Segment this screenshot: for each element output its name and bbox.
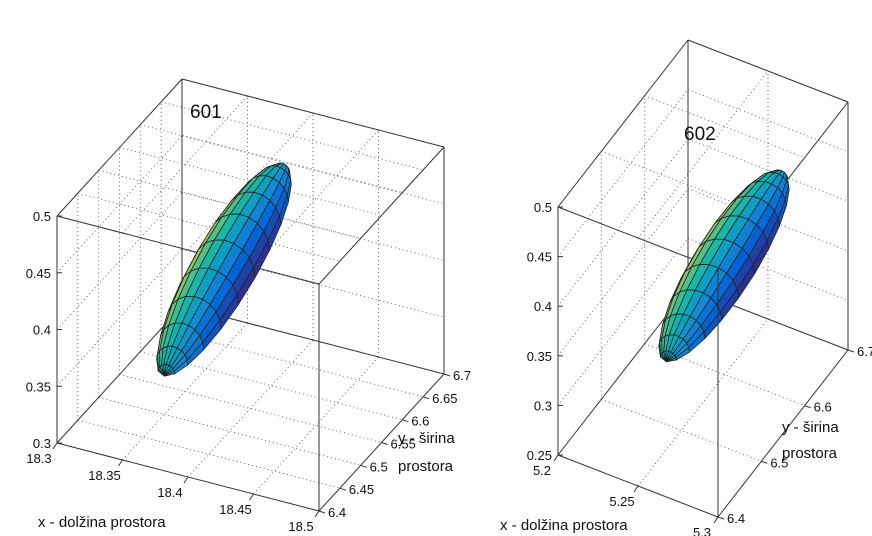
tick-labels: 18.318.3518.418.4518.56.46.456.56.556.66…	[26, 209, 471, 534]
y-tick-mark	[423, 396, 430, 400]
axes-box	[56, 78, 445, 444]
z-tick-label: 0.3	[33, 436, 51, 451]
y-axis-label-line2: prostora	[398, 458, 454, 475]
plot-title: 601	[190, 102, 222, 123]
box-edge	[181, 78, 445, 148]
grid-line	[98, 396, 361, 466]
grid-line	[557, 89, 689, 257]
y-tick-mark	[847, 349, 855, 353]
z-tick-label: 0.35	[527, 349, 552, 364]
grid-line	[557, 138, 689, 307]
y-tick-mark	[761, 460, 768, 464]
ellipsoid-surface	[156, 162, 292, 377]
x-tick-mark	[52, 442, 58, 450]
x-tick-label: 18.45	[219, 502, 252, 517]
z-tick-label: 0.5	[534, 200, 552, 215]
x-tick-label: 18.35	[88, 468, 121, 483]
plot-602: 5.2 5.25 5.3 6.4 6.5 6.6 6.7 0.25 0.3 0.35 0.4 0.45…	[500, 39, 872, 536]
y-tick-label: 6.7	[453, 368, 471, 383]
y-axis-label-line1: y - širina	[398, 430, 455, 447]
y-tick-label: 6.5	[770, 455, 788, 470]
z-tick-label: 0.3	[534, 398, 552, 413]
x-axis-label: x - dolžina prostora	[38, 514, 166, 531]
box-edge	[56, 215, 320, 285]
z-tick-label: 0.45	[527, 250, 552, 265]
y-tick-mark	[717, 516, 725, 520]
y-tick-label: 6.45	[349, 482, 374, 497]
x-tick-label: 18.4	[157, 485, 182, 500]
y-tick-mark	[339, 487, 346, 491]
z-tick-label: 0.5	[33, 209, 51, 224]
y-tick-label: 6.55	[391, 437, 416, 452]
box-edge	[56, 78, 183, 217]
x-tick-label: 18.3	[26, 451, 51, 466]
grid-line	[557, 188, 689, 357]
plot-601: 18.318.3518.418.4518.56.46.456.56.556.66…	[26, 78, 471, 534]
grid-line	[601, 398, 762, 462]
grid-line	[637, 318, 769, 487]
x-tick-mark	[314, 510, 320, 518]
grid-line	[122, 322, 248, 461]
surface-patch	[708, 238, 734, 269]
x-tick-mark	[183, 476, 189, 484]
grid-line	[687, 89, 849, 153]
grid-line	[253, 129, 379, 268]
z-tick-label: 0.45	[26, 266, 51, 281]
grid-line	[557, 238, 689, 406]
y-tick-label: 6.7	[857, 344, 872, 359]
grid-line	[56, 192, 183, 330]
x-tick-mark	[553, 454, 559, 462]
y-tick-mark	[443, 373, 451, 377]
grid-line	[637, 70, 769, 239]
y-tick-mark	[381, 442, 388, 445]
x-tick-mark	[633, 485, 639, 493]
tick-labels: 5.2 5.25 5.3 6.4 6.5 6.6 6.7 0.25 0.3 0.35 0.4 0.45…	[527, 200, 872, 536]
surface-patch	[208, 239, 235, 272]
box-edge	[557, 206, 719, 270]
y-tick-label: 6.5	[370, 459, 388, 474]
grid-line	[601, 150, 762, 214]
x-tick-label: 5.3	[693, 525, 711, 536]
z-tick-label: 0.25	[527, 448, 552, 463]
grid-line	[644, 95, 805, 159]
box-edge	[318, 146, 445, 285]
y-tick-label: 6.6	[411, 414, 429, 429]
x-tick-label: 18.5	[288, 519, 313, 534]
plot-title: 602	[684, 124, 716, 145]
y-tick-label: 6.6	[814, 400, 832, 415]
x-tick-mark	[713, 516, 719, 524]
grid-line	[122, 95, 248, 234]
z-tick-label: 0.4	[534, 299, 552, 314]
y-tick-mark	[804, 405, 811, 409]
box-edge	[557, 39, 689, 208]
grid-line	[187, 339, 314, 478]
x-tick-mark	[118, 459, 123, 467]
z-tick-label: 0.35	[26, 379, 51, 394]
box-edge	[687, 39, 849, 103]
box-edge	[56, 305, 183, 444]
grid-line	[253, 356, 379, 495]
grid-line	[687, 188, 849, 252]
y-tick-mark	[402, 419, 409, 423]
y-tick-label: 6.4	[727, 511, 745, 526]
grid-line	[56, 135, 183, 274]
x-tick-label: 5.2	[533, 463, 551, 478]
y-tick-mark	[318, 510, 326, 514]
y-tick-label: 6.65	[432, 391, 457, 406]
z-tick-label: 0.4	[33, 323, 51, 338]
y-axis-label-line2: prostora	[782, 445, 838, 462]
y-axis-label-line1: y - širina	[782, 419, 839, 436]
y-tick-label: 6.4	[328, 505, 346, 520]
x-tick-label: 5.25	[609, 494, 634, 509]
grid-line	[181, 135, 445, 205]
grid-line	[687, 138, 849, 202]
ellipsoid-surface	[658, 169, 790, 363]
x-tick-mark	[249, 493, 254, 501]
grid-lines	[56, 95, 445, 495]
box-edge	[717, 349, 849, 518]
x-axis-label: x - dolžina prostora	[500, 517, 628, 534]
grid-line	[56, 248, 183, 387]
y-tick-mark	[360, 464, 367, 468]
